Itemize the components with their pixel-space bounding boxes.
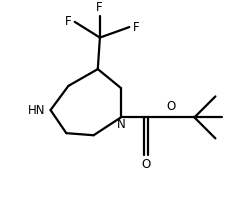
Text: F: F [95,2,102,15]
Text: F: F [65,15,72,28]
Text: O: O [167,100,176,113]
Text: O: O [141,158,151,171]
Text: N: N [117,118,125,131]
Text: F: F [132,21,139,34]
Text: HN: HN [28,104,45,116]
